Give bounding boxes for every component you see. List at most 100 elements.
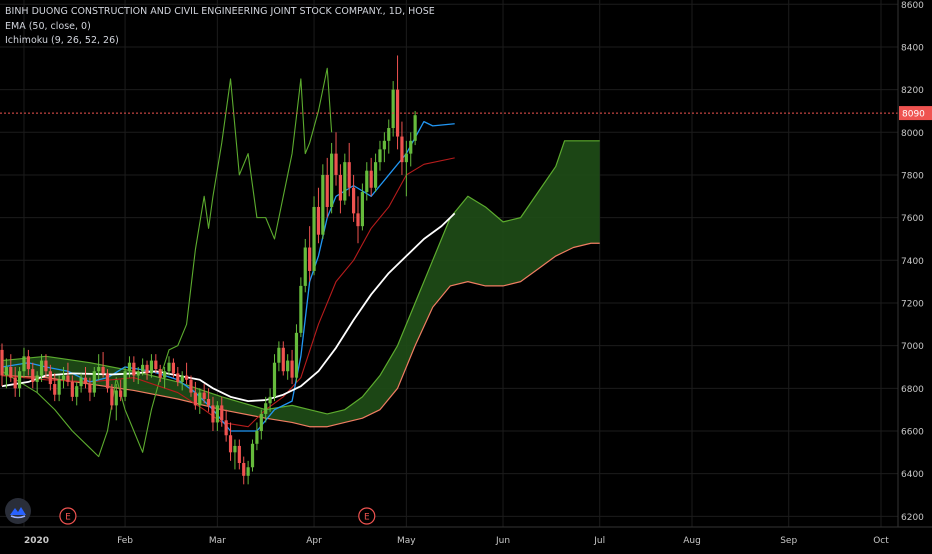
candle-91[interactable] <box>400 121 404 175</box>
tradingview-logo-icon[interactable] <box>4 497 32 525</box>
candle-15[interactable] <box>66 362 70 387</box>
candle-75[interactable] <box>330 142 334 214</box>
candle-5[interactable] <box>22 347 26 378</box>
candle-55[interactable] <box>242 456 246 485</box>
candle-48[interactable] <box>211 396 215 431</box>
candle-68[interactable] <box>299 277 303 338</box>
candle-64[interactable] <box>281 341 285 376</box>
candle-85[interactable] <box>373 153 378 193</box>
candle-89[interactable] <box>391 81 395 137</box>
legend-ema[interactable]: EMA (50, close, 0) <box>5 20 91 32</box>
candle-94[interactable] <box>413 110 417 146</box>
candle-27[interactable] <box>119 379 123 402</box>
candle-54[interactable] <box>237 439 241 470</box>
legend-ichimoku[interactable]: Ichimoku (9, 26, 52, 26) <box>5 35 119 46</box>
candle-86[interactable] <box>378 140 382 171</box>
candle-78[interactable] <box>343 153 347 205</box>
candle-19[interactable] <box>83 366 88 389</box>
candle-46[interactable] <box>202 384 206 404</box>
candle-8[interactable] <box>35 371 39 393</box>
candle-0[interactable] <box>0 343 4 387</box>
candle-21[interactable] <box>92 366 96 397</box>
candle-23[interactable] <box>101 352 105 378</box>
candle-17[interactable] <box>75 381 79 406</box>
candle-84[interactable] <box>369 157 373 197</box>
candle-34[interactable] <box>149 354 154 378</box>
candle-74[interactable] <box>325 157 329 218</box>
candle-36[interactable] <box>158 364 162 382</box>
candle-38[interactable] <box>167 356 171 376</box>
candle-62[interactable] <box>272 354 277 402</box>
candle-92[interactable] <box>404 140 408 197</box>
candle-25[interactable] <box>110 384 114 410</box>
candle-22[interactable] <box>97 354 101 380</box>
candle-49[interactable] <box>215 401 219 431</box>
candle-87[interactable] <box>382 132 386 163</box>
candle-29[interactable] <box>127 356 132 378</box>
candle-11[interactable] <box>48 364 52 391</box>
candle-51[interactable] <box>224 409 228 442</box>
candle-93[interactable] <box>409 132 413 167</box>
candle-80[interactable] <box>352 174 356 222</box>
candle-71[interactable] <box>312 196 316 276</box>
candle-58[interactable] <box>255 422 259 451</box>
candle-61[interactable] <box>268 388 272 412</box>
candle-3[interactable] <box>13 366 17 397</box>
candle-59[interactable] <box>259 409 263 440</box>
candle-60[interactable] <box>264 396 268 423</box>
candle-32[interactable] <box>141 358 145 376</box>
candle-4[interactable] <box>17 366 22 397</box>
candle-53[interactable] <box>233 439 237 470</box>
candles[interactable] <box>0 55 417 485</box>
candle-35[interactable] <box>154 354 158 374</box>
candle-63[interactable] <box>277 341 281 372</box>
candle-70[interactable] <box>308 226 312 282</box>
candle-24[interactable] <box>105 369 110 393</box>
candle-56[interactable] <box>246 460 250 485</box>
candle-26[interactable] <box>114 384 118 421</box>
candle-41[interactable] <box>180 371 184 391</box>
candle-76[interactable] <box>334 132 338 186</box>
last-price-badge[interactable] <box>899 106 932 121</box>
candle-43[interactable] <box>189 375 193 397</box>
candle-2[interactable] <box>9 354 13 382</box>
candle-33[interactable] <box>145 360 149 380</box>
candle-44[interactable] <box>193 381 197 410</box>
candle-18[interactable] <box>79 373 83 393</box>
candle-10[interactable] <box>44 354 48 378</box>
candle-13[interactable] <box>57 375 61 402</box>
candle-30[interactable] <box>132 356 136 382</box>
candle-45[interactable] <box>198 388 202 414</box>
candle-50[interactable] <box>220 396 224 427</box>
candle-47[interactable] <box>206 388 211 412</box>
candle-39[interactable] <box>171 358 176 378</box>
candle-16[interactable] <box>70 375 74 402</box>
candle-67[interactable] <box>294 324 299 382</box>
candle-12[interactable] <box>53 373 57 402</box>
candle-72[interactable] <box>316 187 321 244</box>
candle-77[interactable] <box>338 164 343 214</box>
candle-57[interactable] <box>250 439 255 472</box>
candle-9[interactable] <box>39 354 44 382</box>
candle-6[interactable] <box>26 349 30 376</box>
candle-65[interactable] <box>286 354 290 380</box>
candle-20[interactable] <box>88 377 92 402</box>
candle-42[interactable] <box>184 362 189 385</box>
candle-69[interactable] <box>303 238 307 293</box>
candle-88[interactable] <box>387 119 391 154</box>
candle-73[interactable] <box>321 164 325 239</box>
candle-28[interactable] <box>123 366 127 402</box>
candle-79[interactable] <box>347 142 351 197</box>
candle-81[interactable] <box>356 196 360 244</box>
candle-82[interactable] <box>360 183 364 231</box>
earnings-marker-1[interactable]: E <box>358 507 376 525</box>
candle-31[interactable] <box>136 366 140 385</box>
candle-14[interactable] <box>61 366 66 389</box>
candle-7[interactable] <box>31 362 35 389</box>
candle-37[interactable] <box>163 366 167 389</box>
candle-40[interactable] <box>176 366 180 387</box>
candle-1[interactable] <box>4 358 8 389</box>
